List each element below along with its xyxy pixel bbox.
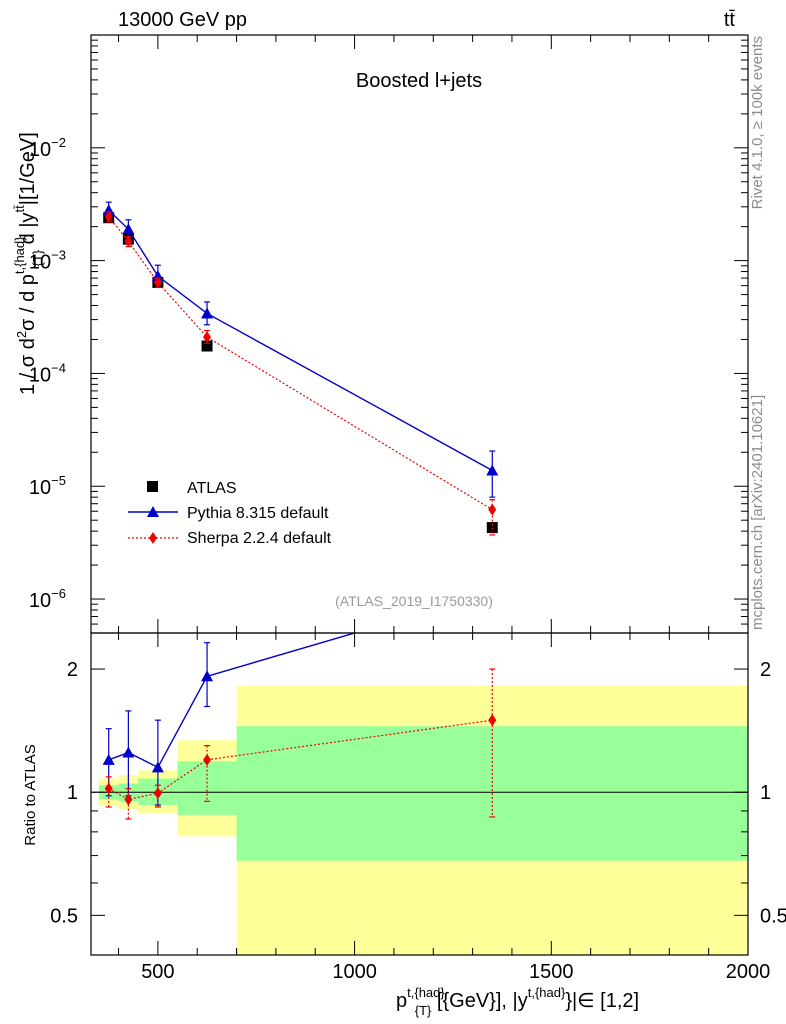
ratio-pythia-point [102,753,115,765]
main-y-ticks: 10−2 10−3 10−4 10−5 10−6 [29,34,749,634]
x-axis-label: pt,{had} {T} [{GeV}], |yt,{had}}|∈ [1,2] [396,985,639,1018]
ratio-y-tick-label: 0.5 [50,905,78,927]
legend-atlas-label: ATLAS [187,480,237,497]
main-sherpa-point [488,503,497,516]
analysis-id: (ATLAS_2019_I1750330) [335,593,493,609]
legend-pythia-marker [147,506,159,517]
legend-sherpa-marker [149,532,157,544]
ratio-y-tick-label: 2 [67,659,78,681]
main-sherpa-point [104,210,113,223]
ratio-ticks: 2 2 1 1 0.5 0.5 500 1000 1500 2000 [50,633,786,983]
ratio-sherpa-point [153,787,162,800]
ratio-frame [90,632,749,956]
ratio-y-tick-label-right: 0.5 [760,905,786,927]
legend-pythia-label: Pythia 8.315 default [187,505,329,522]
legend-sherpa-label: Sherpa 2.2.4 default [187,530,332,547]
main-y-tick-label: 10−3 [29,248,66,274]
ratio-sherpa-point [488,714,497,727]
main-y-tick-label: 10−6 [29,586,66,612]
x-tick-label: 1000 [332,961,377,983]
ratio-y-tick-label: 1 [67,782,78,804]
ratio-series [102,632,497,820]
ratio-sherpa-point [124,793,133,806]
main-sherpa-point [203,331,212,344]
main-y-tick-label: 10−2 [29,135,66,161]
mcplots-label: mcplots.cern.ch [arXiv:2401.10621] [749,395,766,630]
main-atlas-point [486,522,498,534]
main-panel: 10−2 10−3 10−4 10−5 10−6 [29,34,749,634]
main-sherpa-line [108,216,493,511]
ratio-pythia-point [151,761,164,773]
ratio-pythia-point [122,746,135,758]
header-right-title: tt̄ [724,9,736,31]
main-sherpa-point [153,276,162,289]
ratio-pythia-point [201,670,214,682]
ratio-panel: 2 2 1 1 0.5 0.5 500 1000 1500 2000 [50,632,786,983]
ratio-sherpa-point [104,782,113,795]
main-sherpa-point [124,235,133,248]
legend-atlas-marker [147,481,158,492]
main-title: Boosted l+jets [356,70,482,92]
ratio-band-inner [177,761,237,815]
ratio-sherpa-point [203,753,212,766]
x-tick-label: 2000 [726,961,771,983]
main-y-tick-label: 10−5 [29,473,66,499]
main-pythia-line [108,209,493,472]
main-series [102,201,499,536]
main-y-tick-label: 10−4 [29,360,66,386]
ratio-bands [98,685,749,955]
main-atlas-point [201,340,213,352]
ratio-y-tick-label-right: 1 [760,782,771,804]
x-tick-label: 500 [141,961,174,983]
ratio-y-axis-label: Ratio to ATLAS [22,744,39,845]
legend: ATLAS Pythia 8.315 default Sherpa 2.2.4 … [128,480,332,547]
main-pythia-point [201,307,214,319]
main-pythia-point [122,223,135,235]
rivet-label: Rivet 4.1.0, ≥ 100k events [749,36,766,209]
ratio-y-tick-label-right: 2 [760,659,771,681]
header-left-title: 13000 GeV pp [118,9,247,31]
x-tick-label: 1500 [529,961,574,983]
main-pythia-point [486,464,499,476]
